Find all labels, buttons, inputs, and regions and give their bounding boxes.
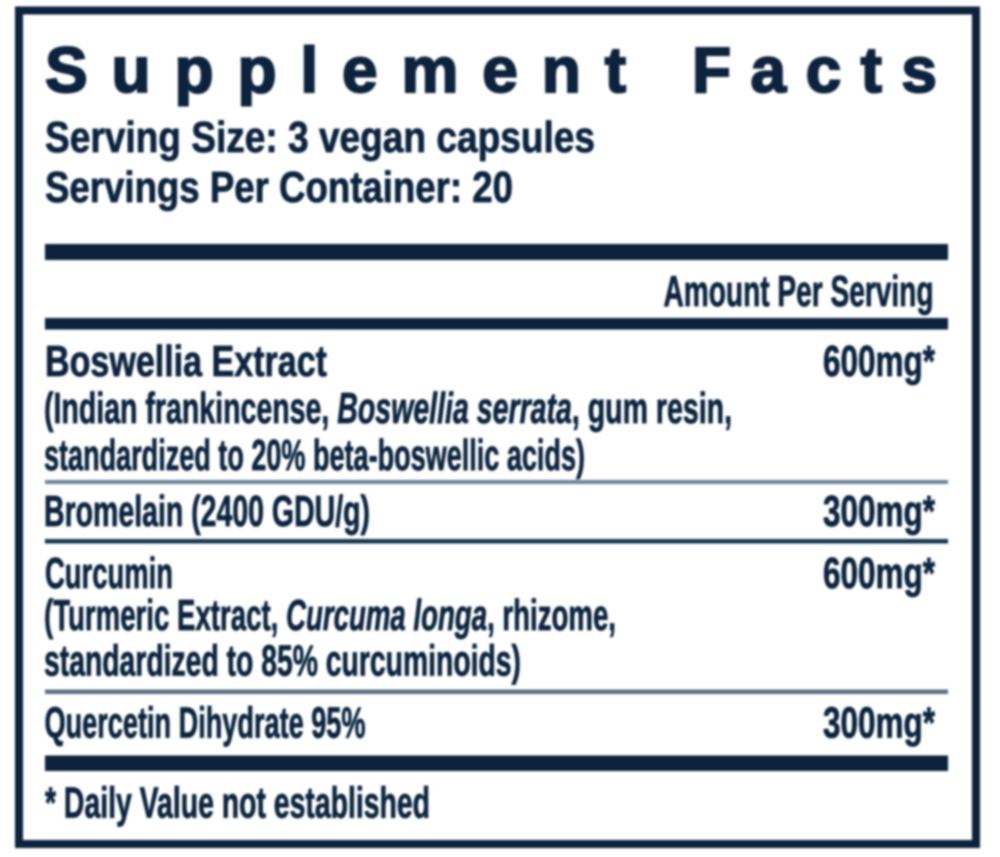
svg-text:Quercetin Dihydrate 95%: Quercetin Dihydrate 95% — [45, 700, 366, 748]
svg-text:standardized to 85% curcuminoi: standardized to 85% curcuminoids) — [44, 638, 521, 686]
svg-text:600mg*: 600mg* — [823, 550, 935, 598]
svg-text:Bromelain (2400 GDU/g): Bromelain (2400 GDU/g) — [44, 488, 370, 536]
svg-text:300mg*: 300mg* — [823, 488, 935, 536]
svg-text:Amount Per Serving: Amount Per Serving — [664, 268, 934, 316]
svg-text:300mg*: 300mg* — [823, 700, 935, 748]
svg-text:600mg*: 600mg* — [823, 338, 935, 386]
svg-text:Servings Per Container: 20: Servings Per Container: 20 — [45, 164, 513, 212]
svg-text:Serving Size: 3 vegan capsules: Serving Size: 3 vegan capsules — [45, 114, 595, 162]
svg-text:Curcumin: Curcumin — [45, 550, 173, 598]
svg-text:(Indian frankincense, Boswelli: (Indian frankincense, Boswellia serrata,… — [44, 385, 732, 433]
svg-text:* Daily Value not established: * Daily Value not established — [45, 780, 430, 828]
svg-text:standardized to 20% beta-boswe: standardized to 20% beta-boswellic acids… — [44, 432, 585, 480]
svg-text:(Turmeric Extract, Curcuma lon: (Turmeric Extract, Curcuma longa, rhizom… — [44, 592, 616, 640]
svg-text:Boswellia Extract: Boswellia Extract — [45, 338, 327, 386]
